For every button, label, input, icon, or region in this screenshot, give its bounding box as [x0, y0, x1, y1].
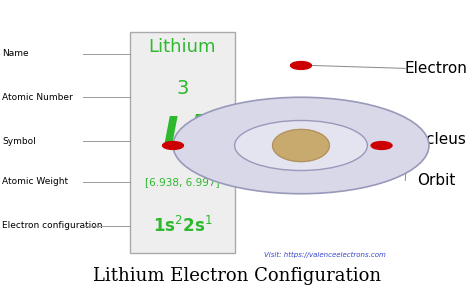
- FancyBboxPatch shape: [130, 32, 235, 253]
- Text: Atomic Weight: Atomic Weight: [2, 178, 69, 186]
- Ellipse shape: [235, 120, 367, 171]
- Text: Name: Name: [2, 49, 29, 58]
- Text: Lithium: Lithium: [149, 38, 216, 56]
- Text: Nucleus: Nucleus: [406, 132, 466, 147]
- Text: Symbol: Symbol: [2, 137, 36, 146]
- Text: Visit: https://valenceelectrons.com: Visit: https://valenceelectrons.com: [264, 252, 386, 258]
- Text: Lithium Electron Configuration: Lithium Electron Configuration: [93, 267, 381, 285]
- Text: Electron: Electron: [405, 61, 467, 76]
- Text: Atomic Number: Atomic Number: [2, 93, 73, 102]
- Text: 1s$^2$2s$^1$: 1s$^2$2s$^1$: [153, 215, 212, 236]
- Text: [6.938, 6.997]: [6.938, 6.997]: [145, 177, 220, 187]
- Ellipse shape: [173, 97, 429, 194]
- Text: Orbit: Orbit: [417, 173, 455, 188]
- Ellipse shape: [273, 129, 329, 162]
- Text: Li: Li: [162, 114, 203, 156]
- Ellipse shape: [163, 141, 183, 150]
- Ellipse shape: [371, 141, 392, 150]
- Text: 3: 3: [176, 79, 189, 98]
- Text: Electron configuration: Electron configuration: [2, 221, 103, 230]
- Ellipse shape: [291, 61, 311, 70]
